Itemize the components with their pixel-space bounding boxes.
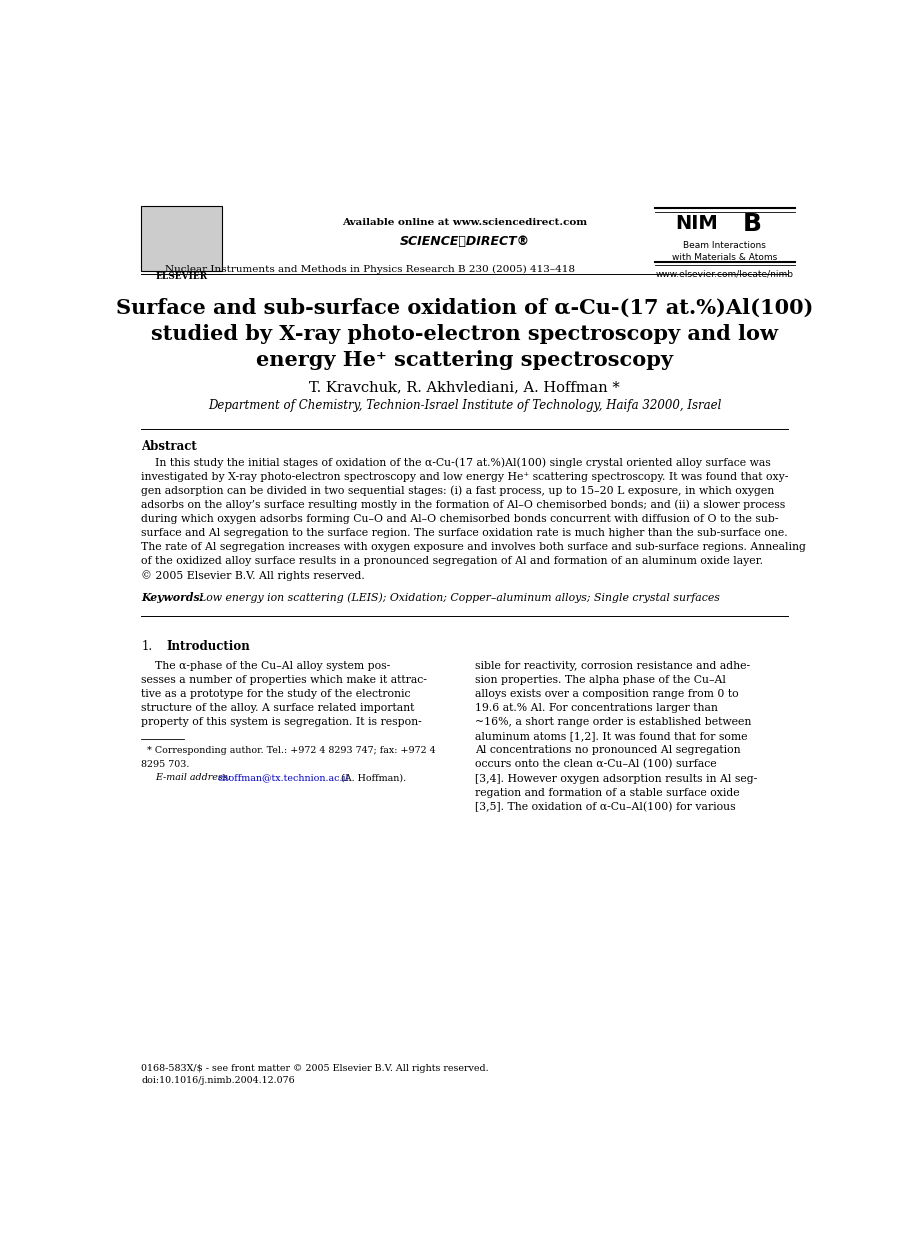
Text: 0168-583X/$ - see front matter © 2005 Elsevier B.V. All rights reserved.: 0168-583X/$ - see front matter © 2005 El… [141,1063,489,1072]
Text: Al concentrations no pronounced Al segregation: Al concentrations no pronounced Al segre… [475,745,741,755]
Text: sible for reactivity, corrosion resistance and adhe-: sible for reactivity, corrosion resistan… [475,661,750,671]
Text: © 2005 Elsevier B.V. All rights reserved.: © 2005 Elsevier B.V. All rights reserved… [141,571,366,581]
Text: Beam Interactions: Beam Interactions [684,240,766,250]
Text: The α-phase of the Cu–Al alloy system pos-: The α-phase of the Cu–Al alloy system po… [141,661,391,671]
Text: energy He⁺ scattering spectroscopy: energy He⁺ scattering spectroscopy [257,349,673,370]
Text: (A. Hoffman).: (A. Hoffman). [338,774,406,782]
Text: Abstract: Abstract [141,441,197,453]
Text: Surface and sub-surface oxidation of α-Cu-(17 at.%)Al(100): Surface and sub-surface oxidation of α-C… [116,298,814,318]
Text: Introduction: Introduction [166,640,249,652]
Text: In this study the initial stages of oxidation of the α-Cu-(17 at.%)Al(100) singl: In this study the initial stages of oxid… [141,457,771,468]
Text: 19.6 at.% Al. For concentrations larger than: 19.6 at.% Al. For concentrations larger … [475,703,718,713]
Text: with Materials & Atoms: with Materials & Atoms [672,253,777,262]
Text: tive as a prototype for the study of the electronic: tive as a prototype for the study of the… [141,688,411,699]
Text: 1.: 1. [141,640,152,652]
Text: regation and formation of a stable surface oxide: regation and formation of a stable surfa… [475,787,740,797]
Text: ~16%, a short range order is established between: ~16%, a short range order is established… [475,717,752,727]
Text: [3,5]. The oxidation of α-Cu–Al(100) for various: [3,5]. The oxidation of α-Cu–Al(100) for… [475,802,736,812]
Text: SCIENCEⓓDIRECT®: SCIENCEⓓDIRECT® [400,235,530,248]
Text: investigated by X-ray photo-electron spectroscopy and low energy He⁺ scattering : investigated by X-ray photo-electron spe… [141,472,789,482]
Text: NIM: NIM [676,214,718,233]
Text: B: B [743,212,762,236]
Text: surface and Al segregation to the surface region. The surface oxidation rate is : surface and Al segregation to the surfac… [141,527,788,539]
Text: www.elsevier.com/locate/nimb: www.elsevier.com/locate/nimb [656,269,794,279]
Text: structure of the alloy. A surface related important: structure of the alloy. A surface relate… [141,703,414,713]
Text: Low energy ion scattering (LEIS); Oxidation; Copper–aluminum alloys; Single crys: Low energy ion scattering (LEIS); Oxidat… [192,592,720,603]
Text: Keywords:: Keywords: [141,592,204,603]
Text: during which oxygen adsorbs forming Cu–O and Al–O chemisorbed bonds concurrent w: during which oxygen adsorbs forming Cu–O… [141,514,779,524]
Text: Department of Chemistry, Technion-Israel Institute of Technology, Haifa 32000, I: Department of Chemistry, Technion-Israel… [208,400,722,412]
Text: gen adsorption can be divided in two sequential stages: (i) a fast process, up t: gen adsorption can be divided in two seq… [141,485,775,496]
Text: E-mail address:: E-mail address: [144,774,234,782]
Text: The rate of Al segregation increases with oxygen exposure and involves both surf: The rate of Al segregation increases wit… [141,542,806,552]
Text: adsorbs on the alloy’s surface resulting mostly in the formation of Al–O chemiso: adsorbs on the alloy’s surface resulting… [141,500,785,510]
Text: of the oxidized alloy surface results in a pronounced segregation of Al and form: of the oxidized alloy surface results in… [141,556,764,566]
Text: sion properties. The alpha phase of the Cu–Al: sion properties. The alpha phase of the … [475,675,727,685]
Text: [3,4]. However oxygen adsorption results in Al seg-: [3,4]. However oxygen adsorption results… [475,774,757,784]
Text: alloys exists over a composition range from 0 to: alloys exists over a composition range f… [475,688,739,699]
Text: sesses a number of properties which make it attrac-: sesses a number of properties which make… [141,675,427,685]
Text: aluminum atoms [1,2]. It was found that for some: aluminum atoms [1,2]. It was found that … [475,732,748,742]
Text: * Corresponding author. Tel.: +972 4 8293 747; fax: +972 4: * Corresponding author. Tel.: +972 4 829… [141,747,436,755]
Text: Nuclear Instruments and Methods in Physics Research B 230 (2005) 413–418: Nuclear Instruments and Methods in Physi… [165,265,575,274]
FancyBboxPatch shape [141,206,222,271]
Text: Available online at www.sciencedirect.com: Available online at www.sciencedirect.co… [342,218,588,227]
Text: occurs onto the clean α-Cu–Al (100) surface: occurs onto the clean α-Cu–Al (100) surf… [475,759,717,770]
Text: ELSEVIER: ELSEVIER [155,272,208,281]
Text: T. Kravchuk, R. Akhvlediani, A. Hoffman *: T. Kravchuk, R. Akhvlediani, A. Hoffman … [309,380,620,394]
Text: studied by X-ray photo-electron spectroscopy and low: studied by X-ray photo-electron spectros… [151,324,778,344]
Text: 8295 703.: 8295 703. [141,760,190,769]
Text: choffman@tx.technion.ac.il: choffman@tx.technion.ac.il [218,774,349,782]
Text: doi:10.1016/j.nimb.2004.12.076: doi:10.1016/j.nimb.2004.12.076 [141,1076,296,1084]
Text: property of this system is segregation. It is respon-: property of this system is segregation. … [141,717,423,727]
